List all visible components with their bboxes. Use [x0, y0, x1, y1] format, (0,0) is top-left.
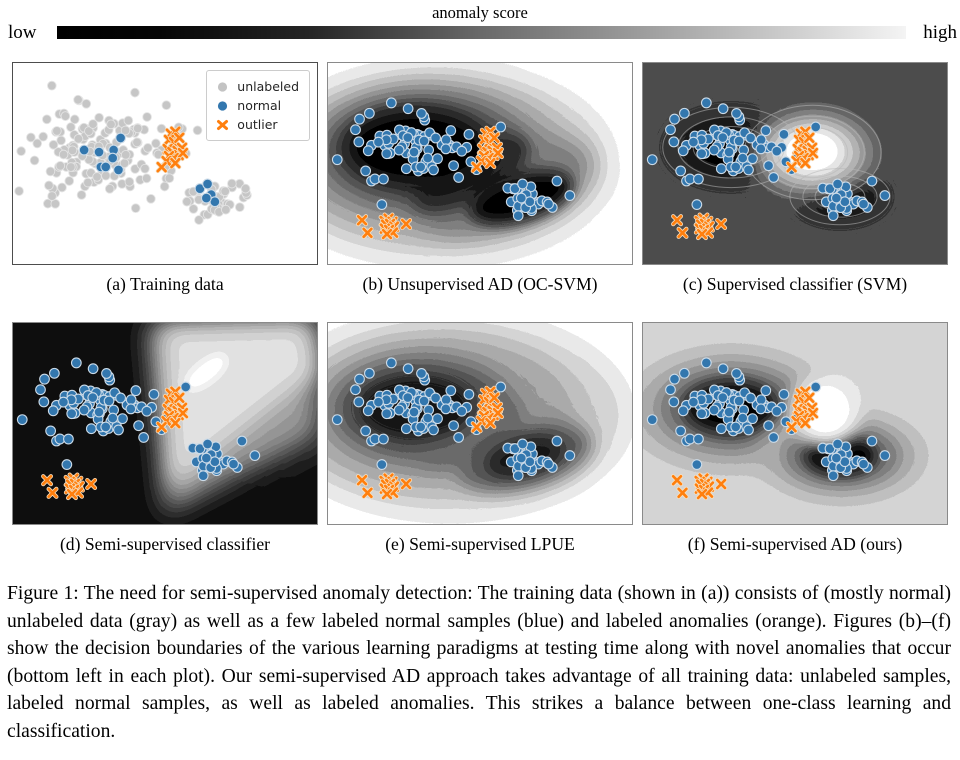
panel-b-ocsvm — [327, 62, 633, 265]
panel-e-canvas — [328, 323, 632, 524]
subcaption-d: (d) Semi-supervised classifier — [59, 534, 271, 554]
legend-item-unlabeled: unlabeled — [215, 77, 299, 96]
panel-d-semisupervised-classifier — [12, 322, 318, 525]
panel-row-bottom — [12, 322, 948, 525]
panel-c-canvas — [643, 63, 947, 264]
colorbar-gradient — [57, 26, 906, 39]
legend-label-normal: normal — [237, 98, 282, 113]
subcaption-a: (a) Training data — [106, 274, 224, 294]
colorbar-high-label: high — [923, 22, 957, 43]
subcaption-row-bottom: (d) Semi-supervised classifier (e) Semi-… — [12, 534, 948, 555]
subcaption-e: (e) Semi-supervised LPUE — [385, 534, 575, 554]
subcaption-b: (b) Unsupervised AD (OC-SVM) — [362, 274, 598, 294]
subcaption-c: (c) Supervised classifier (SVM) — [682, 274, 908, 294]
colorbar-low-label: low — [8, 22, 37, 43]
colorbar-title: anomaly score — [432, 3, 528, 22]
figure-caption: Figure 1: The need for semi-supervised a… — [7, 583, 951, 742]
panel-a-training-data: unlabeled normal outlier — [12, 62, 318, 265]
legend-label-outlier: outlier — [237, 117, 278, 132]
subcaption-row-top: (a) Training data (b) Unsupervised AD (O… — [12, 274, 948, 295]
panel-d-canvas — [13, 323, 317, 524]
panel-row-top: unlabeled normal outlier — [12, 62, 948, 265]
unlabeled-dot-icon — [218, 82, 228, 92]
legend-item-normal: normal — [215, 96, 299, 115]
outlier-x-icon — [217, 120, 229, 130]
panel-b-canvas — [328, 63, 632, 264]
anomaly-score-colorbar: anomaly score low high — [0, 0, 960, 56]
panel-e-lpue — [327, 322, 633, 525]
panel-f-canvas — [643, 323, 947, 524]
legend-item-outlier: outlier — [215, 115, 299, 134]
legend: unlabeled normal outlier — [206, 70, 310, 141]
legend-label-unlabeled: unlabeled — [237, 79, 299, 94]
panel-c-svm — [642, 62, 948, 265]
normal-dot-icon — [218, 101, 228, 111]
subcaption-f: (f) Semi-supervised AD (ours) — [687, 534, 903, 554]
panel-f-semisupervised-ad — [642, 322, 948, 525]
